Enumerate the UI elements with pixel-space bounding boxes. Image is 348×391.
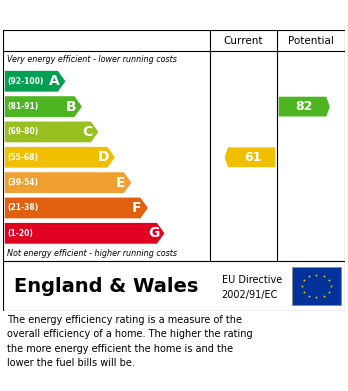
Text: G: G (148, 226, 159, 240)
Text: England & Wales: England & Wales (14, 276, 198, 296)
Polygon shape (5, 197, 148, 218)
Text: Not energy efficient - higher running costs: Not energy efficient - higher running co… (7, 249, 177, 258)
Text: E: E (116, 176, 125, 190)
Text: Energy Efficiency Rating: Energy Efficiency Rating (60, 6, 288, 24)
Text: Current: Current (224, 36, 263, 46)
Text: A: A (49, 74, 60, 88)
Polygon shape (5, 96, 82, 117)
Text: (21-38): (21-38) (8, 203, 39, 212)
Text: C: C (82, 125, 93, 139)
Polygon shape (5, 172, 132, 193)
Text: 61: 61 (245, 151, 262, 164)
FancyBboxPatch shape (292, 267, 341, 305)
Text: F: F (132, 201, 142, 215)
Polygon shape (5, 223, 164, 244)
Text: (92-100): (92-100) (8, 77, 44, 86)
Polygon shape (5, 147, 115, 168)
Text: Potential: Potential (288, 36, 334, 46)
Text: EU Directive: EU Directive (222, 275, 282, 285)
Text: D: D (98, 150, 110, 164)
Text: The energy efficiency rating is a measure of the
overall efficiency of a home. T: The energy efficiency rating is a measur… (7, 315, 253, 368)
Text: (39-54): (39-54) (8, 178, 39, 187)
Text: (55-68): (55-68) (8, 153, 39, 162)
Polygon shape (5, 122, 98, 142)
Text: (69-80): (69-80) (8, 127, 39, 136)
Polygon shape (279, 97, 330, 117)
Text: (1-20): (1-20) (8, 229, 33, 238)
Text: 2002/91/EC: 2002/91/EC (222, 290, 278, 300)
Polygon shape (224, 147, 275, 167)
Polygon shape (5, 71, 65, 91)
Text: 82: 82 (295, 100, 313, 113)
Text: B: B (66, 100, 76, 114)
Text: Very energy efficient - lower running costs: Very energy efficient - lower running co… (7, 56, 177, 65)
Text: (81-91): (81-91) (8, 102, 39, 111)
